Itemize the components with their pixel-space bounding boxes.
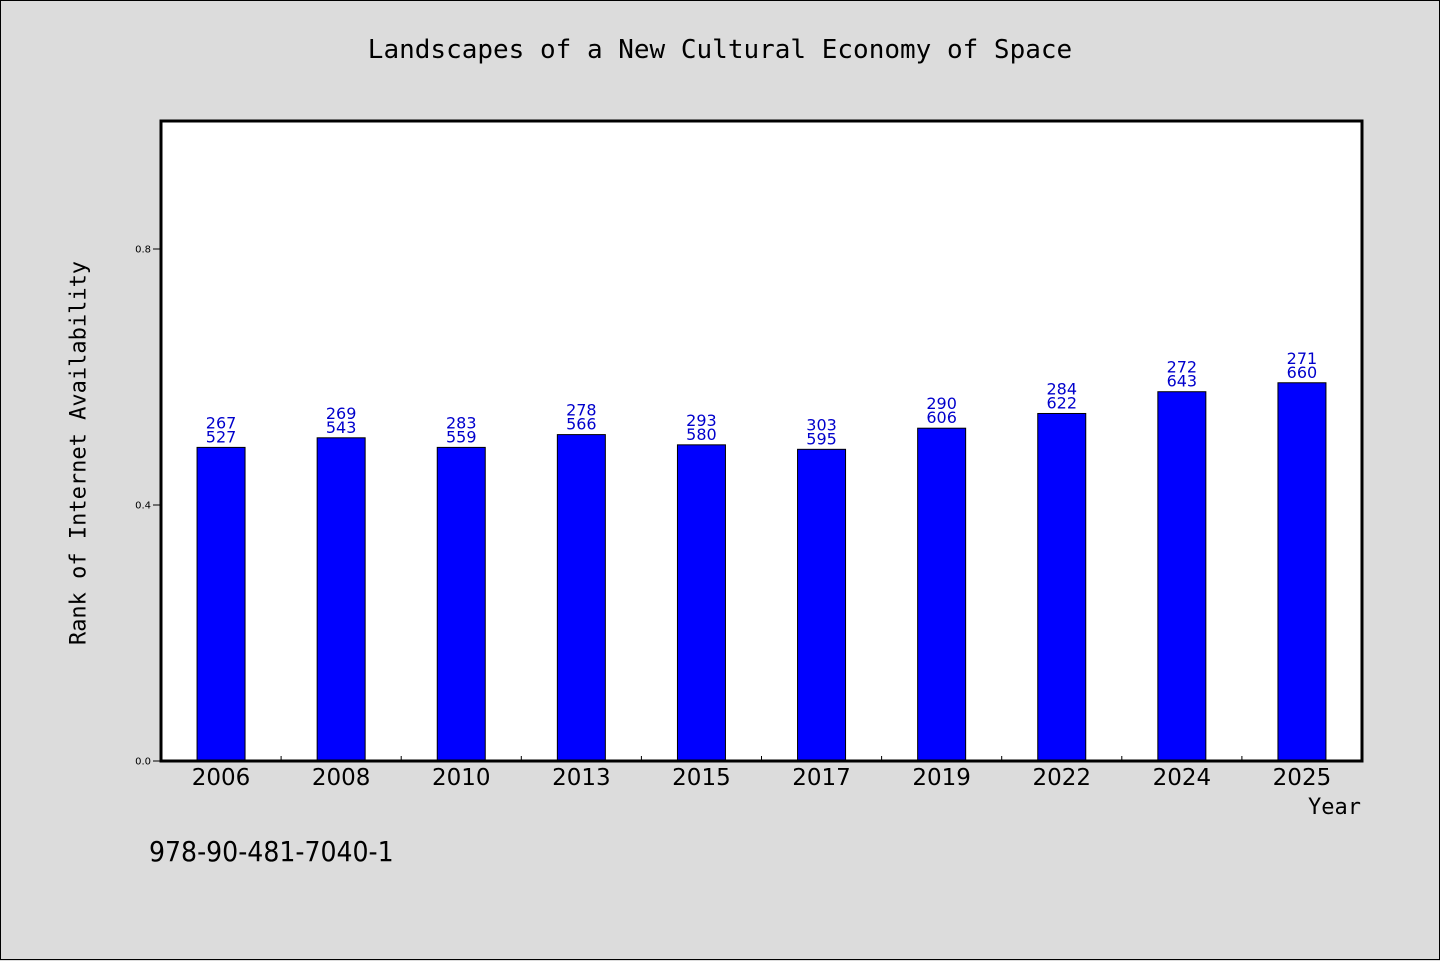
x-tick-label: 2006 [192,765,251,791]
bar-label-top: 284 [1046,379,1077,398]
plot-frame [159,119,1364,763]
bar-label-top: 267 [206,413,237,432]
bar-label-top: 271 [1287,349,1318,368]
bar-label-bottom: 643 [1167,372,1198,391]
bar-label-top: 278 [566,401,597,420]
bar [196,446,246,762]
bar-label-top: 293 [686,411,717,430]
bar-label-bottom: 559 [446,427,477,446]
x-tick-label: 2025 [1273,765,1332,791]
isbn-text: 978-90-481-7040-1 [149,835,394,868]
bar [556,434,606,762]
bar-label-bottom: 660 [1287,363,1318,382]
bar-label-bottom: 606 [926,408,957,427]
bar-label-bottom: 543 [326,418,357,437]
bar-label-bottom: 580 [686,425,717,444]
y-tick-label: 0.8 [135,245,151,256]
x-tick-label: 2024 [1153,765,1212,791]
bar-label-bottom: 527 [206,427,237,446]
y-tick-label: 0.4 [135,501,151,512]
bar [1037,412,1087,762]
bar [316,437,366,762]
y-tick-label: 0.0 [135,757,151,768]
bar [1277,382,1327,762]
x-tick-label: 2008 [312,765,371,791]
bar [797,448,847,762]
x-tick-label: 2015 [672,765,731,791]
x-axis-label: Year [1308,795,1361,820]
bar-label-top: 303 [806,415,837,434]
bar-label-bottom: 622 [1046,393,1077,412]
x-tick-label: 2013 [552,765,611,791]
chart-title: Landscapes of a New Cultural Economy of … [367,35,1073,65]
x-tick-label: 2017 [792,765,851,791]
bar [1157,391,1207,762]
x-tick-label: 2010 [432,765,491,791]
bar-label-top: 272 [1167,358,1198,377]
bar-label-bottom: 566 [566,415,597,434]
bar-label-top: 269 [326,404,357,423]
bar [436,446,486,762]
x-tick-label: 2022 [1032,765,1091,791]
x-tick-label: 2019 [912,765,971,791]
bar [917,427,967,762]
bar [676,444,726,762]
bar-label-bottom: 595 [806,429,837,448]
bar-label-top: 290 [926,394,957,413]
bar-label-top: 283 [446,413,477,432]
